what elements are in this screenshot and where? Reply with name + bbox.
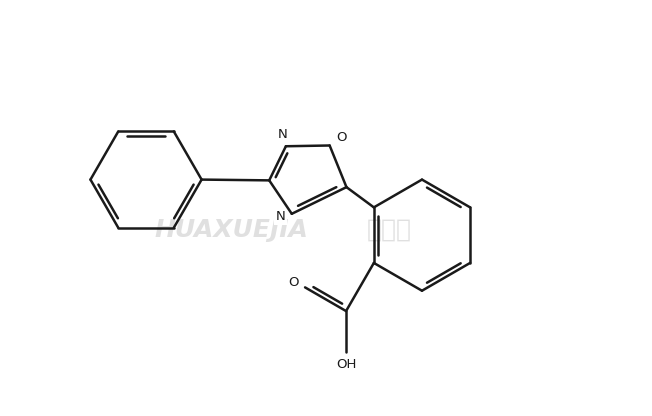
Text: O: O <box>288 276 299 289</box>
Text: OH: OH <box>336 358 356 371</box>
Text: HUAXUEJIA: HUAXUEJIA <box>155 218 308 242</box>
Text: N: N <box>278 129 288 141</box>
Text: O: O <box>336 131 346 144</box>
Text: 化学加: 化学加 <box>366 218 411 242</box>
Text: N: N <box>276 210 286 223</box>
